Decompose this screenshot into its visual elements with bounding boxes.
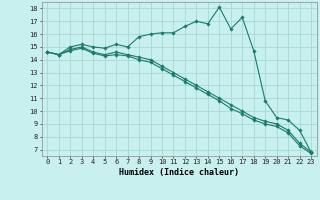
X-axis label: Humidex (Indice chaleur): Humidex (Indice chaleur)	[119, 168, 239, 177]
